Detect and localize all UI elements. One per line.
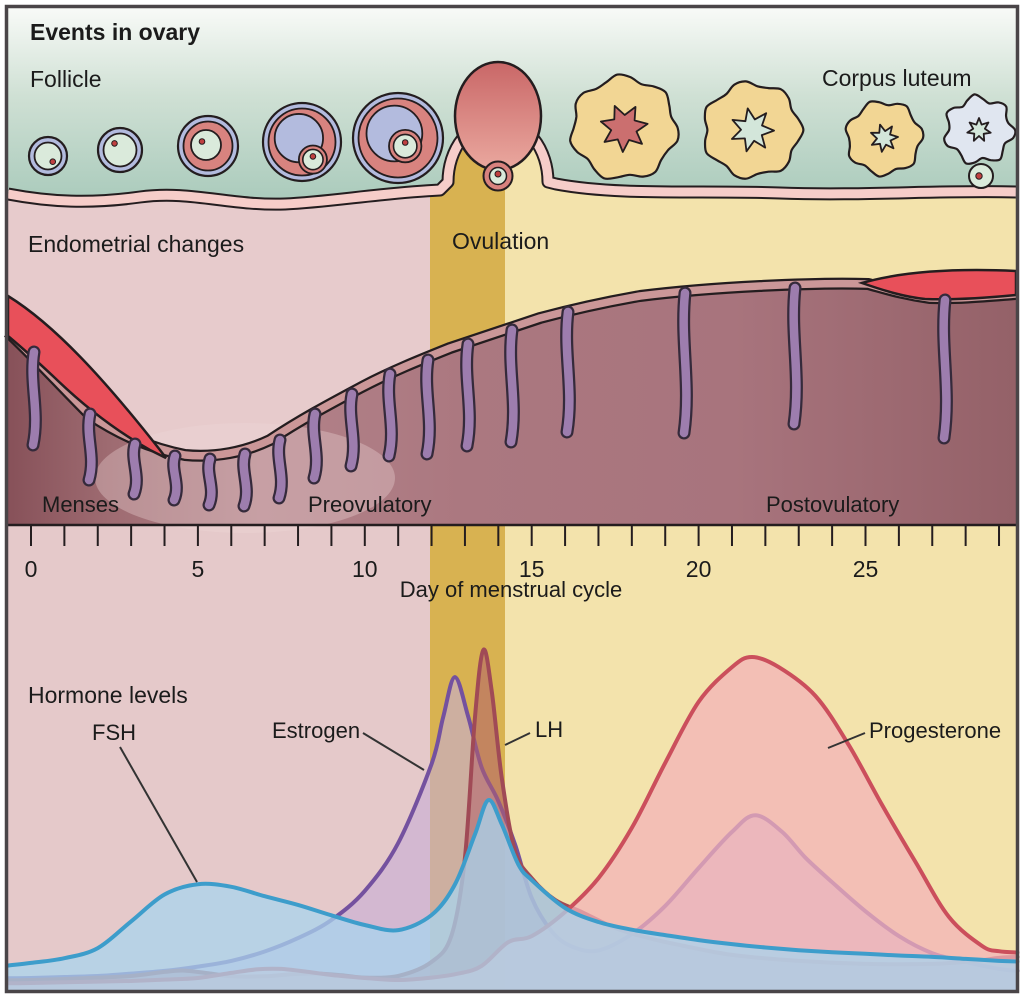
progesterone-label: Progesterone <box>869 718 1001 743</box>
follicle-label: Follicle <box>30 66 102 92</box>
gland-1 <box>84 409 96 485</box>
corpus-luteum-3 <box>844 100 925 178</box>
gland-0 <box>28 347 40 450</box>
follicle-stage-1 <box>27 135 69 177</box>
axis-tick-label-20: 20 <box>686 556 712 582</box>
axis-tick-labels: 0 5 10 15 20 25 <box>25 556 879 582</box>
oocyte-nucleus <box>309 153 317 160</box>
ovulating-follicle <box>453 60 543 192</box>
gland-2 <box>129 439 141 499</box>
corpus-luteum-3-core <box>870 123 899 153</box>
axis-tick-label-0: 0 <box>25 556 38 582</box>
fsh-curve <box>5 798 1020 968</box>
corpus-luteum-1 <box>569 73 680 181</box>
axis-ticks <box>30 526 1001 546</box>
gland-16 <box>939 295 951 443</box>
day-axis: 0 5 10 15 20 25 Day of menstrual cycle <box>8 523 1016 602</box>
axis-tick-label-10: 10 <box>352 556 378 582</box>
follicle-stage-4 <box>261 101 343 183</box>
gland-9 <box>384 369 396 461</box>
phase-label-postovulatory: Postovulatory <box>766 492 899 517</box>
estrogen-label: Estrogen <box>272 718 360 743</box>
axis-tick-label-25: 25 <box>853 556 879 582</box>
labels: Events in ovary Follicle Corpus luteum E… <box>28 19 1001 883</box>
corpus-luteum-2 <box>703 80 805 180</box>
corpus-luteum-label: Corpus luteum <box>822 65 972 91</box>
mature-follicle-balloon <box>453 60 543 172</box>
gland-14 <box>679 288 691 438</box>
oocyte-nucleus <box>401 139 409 146</box>
endometrium-panel-title: Endometrial changes <box>28 231 244 257</box>
axis-tick-label-5: 5 <box>192 556 205 582</box>
endometrium-illustration <box>3 268 1018 533</box>
follicle-stage-3 <box>176 114 240 178</box>
gland-11 <box>462 339 474 451</box>
oocyte-nucleus <box>111 140 118 147</box>
gland-5 <box>239 449 251 511</box>
gland-6 <box>274 435 286 503</box>
residual-follicle <box>968 163 994 189</box>
figure-border <box>4 4 1020 994</box>
axis-title: Day of menstrual cycle <box>400 577 623 602</box>
late-cycle-blood-layer <box>857 268 1018 301</box>
follicle-stages <box>27 91 445 185</box>
gland-10 <box>422 355 434 459</box>
follicle-stage-2 <box>96 126 144 174</box>
oocyte-nucleus <box>49 158 57 165</box>
gland-4 <box>204 454 216 510</box>
gland-7 <box>309 409 321 483</box>
ovary-panel-title: Events in ovary <box>30 19 200 45</box>
gland-3 <box>169 451 181 505</box>
gland-15 <box>789 283 801 429</box>
corpus-luteum-stages <box>569 73 1017 189</box>
axis-tick-label-15: 15 <box>519 556 545 582</box>
hormone-panel-title: Hormone levels <box>28 682 188 708</box>
fsh-pointer-line <box>119 746 198 883</box>
follicle-oocyte <box>33 141 63 171</box>
lh-pointer-line <box>504 732 531 746</box>
fsh-label: FSH <box>92 720 136 745</box>
phase-label-preovulatory: Preovulatory <box>308 492 432 517</box>
gland-13 <box>562 307 574 437</box>
endometrial-glands <box>26 281 953 513</box>
fsh-area <box>7 799 1018 990</box>
corpus-luteum-2-core <box>731 107 775 153</box>
estrogen-pointer-line <box>362 732 425 771</box>
ovulation-label: Ovulation <box>452 228 549 254</box>
follicle-stage-5 <box>351 91 445 185</box>
lh-label: LH <box>535 717 563 742</box>
released-oocyte-nucleus <box>494 170 502 178</box>
progesterone-pointer-line <box>827 732 866 749</box>
follicle-oocyte <box>392 133 418 159</box>
corpus-luteum-1-core <box>600 105 649 153</box>
oocyte-nucleus <box>198 138 206 145</box>
follicle-oocyte <box>102 132 138 168</box>
phase-label-menses: Menses <box>42 492 119 517</box>
corpus-albicans <box>943 93 1017 165</box>
hormone-curves <box>5 647 1020 990</box>
residual-follicle-nucleus <box>975 172 983 180</box>
corpus-albicans-core <box>966 117 992 142</box>
gland-8 <box>346 389 358 471</box>
progesterone-area <box>7 657 1018 990</box>
gland-12 <box>506 325 518 447</box>
follicle-oocyte <box>190 129 222 161</box>
